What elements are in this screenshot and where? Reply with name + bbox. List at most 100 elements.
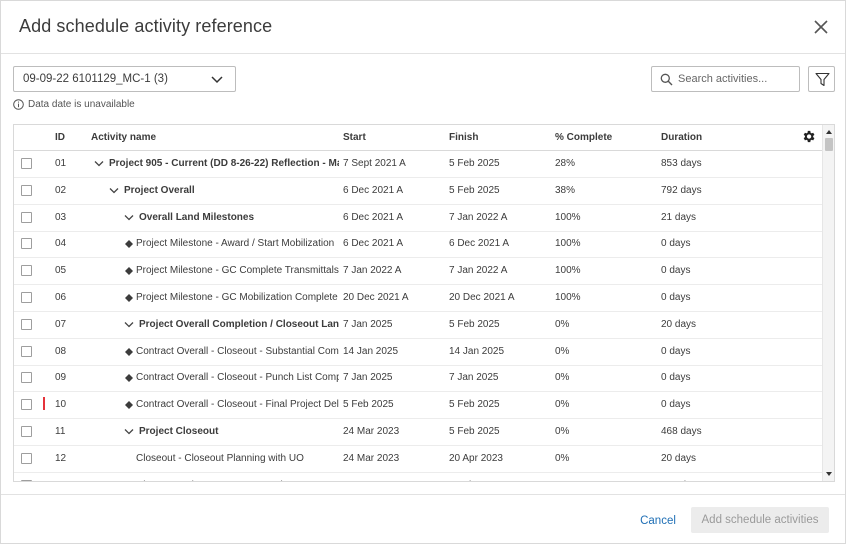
scrollbar-thumb[interactable]	[825, 138, 833, 151]
cell-percent-complete: 100%	[555, 265, 581, 277]
cell-id: 04	[55, 238, 67, 250]
table-row[interactable]: 02 Project Overall 6 Dec 2021 A 5 Feb 2025 3…	[14, 178, 822, 205]
table-row[interactable]: 10 Contract Overall - Closeout - Final Pr…	[14, 392, 822, 420]
table-row[interactable]: 03 Overall Land Milestones 6 Dec 2021 A 7 J…	[14, 205, 822, 232]
cell-percent-complete: 0%	[555, 318, 570, 330]
row-checkbox[interactable]	[21, 158, 32, 169]
info-icon	[13, 99, 24, 110]
cell-id: 10	[55, 399, 67, 411]
expand-chevron-icon[interactable]	[109, 187, 119, 195]
cell-percent-complete: 0%	[555, 480, 569, 481]
cell-id: 02	[55, 184, 67, 196]
milestone-diamond-icon	[125, 374, 133, 383]
cell-id: 11	[55, 426, 66, 437]
milestone-diamond-icon	[125, 347, 133, 356]
milestone-diamond-icon	[125, 240, 133, 249]
close-button[interactable]	[811, 17, 831, 37]
cell-duration: 0 days	[661, 345, 691, 357]
cell-percent-complete: 0%	[555, 345, 570, 357]
cell-start: 7 Jan 2022 A	[343, 265, 402, 277]
row-checkbox[interactable]	[21, 345, 32, 357]
cell-finish: 5 Feb 2025	[449, 426, 500, 437]
schedule-select-value: 09-09-22 6101129_MC-1 (3)	[23, 73, 168, 85]
cell-percent-complete: 100%	[555, 211, 581, 223]
cell-percent-complete: 0%	[555, 399, 570, 411]
dialog-header: Add schedule activity reference	[1, 1, 845, 54]
cell-finish: 6 Dec 2021 A	[449, 238, 510, 250]
expand-chevron-icon[interactable]	[124, 214, 134, 222]
cell-start: 21 Apr 2023	[343, 480, 397, 481]
cell-finish: 5 Feb 2025	[449, 318, 500, 330]
cell-percent-complete: 0%	[555, 372, 570, 384]
cell-finish: 5 Feb 2025	[449, 480, 500, 481]
cell-activity-name: Closeout - Closeout Documentation	[136, 480, 339, 481]
cell-activity-name: Contract Overall - Closeout - Final Proj…	[136, 399, 339, 411]
table-row[interactable]: 12 Closeout - Closeout Planning with UO 24…	[14, 446, 822, 473]
expand-chevron-icon[interactable]	[94, 160, 104, 168]
column-header-start[interactable]: Start	[343, 132, 366, 143]
search-icon	[660, 73, 673, 86]
cell-duration: 0 days	[661, 372, 691, 384]
table-row[interactable]: 06 Project Milestone - GC Mobilization Co…	[14, 285, 822, 312]
cancel-button[interactable]: Cancel	[633, 511, 683, 531]
cell-percent-complete: 100%	[555, 238, 581, 250]
filter-button[interactable]	[808, 66, 835, 92]
cell-activity-name: Contract Overall - Closeout - Substantia…	[136, 345, 339, 357]
row-checkbox[interactable]	[21, 265, 32, 277]
cell-finish: 5 Feb 2025	[449, 399, 500, 411]
column-header-id[interactable]: ID	[55, 132, 65, 143]
row-checkbox[interactable]	[21, 399, 32, 411]
table-row[interactable]: 09 Contract Overall - Closeout - Punch Li…	[14, 365, 822, 393]
table-scrollbar[interactable]	[822, 125, 834, 481]
table-header: ID Activity name Start Finish % Complete…	[14, 125, 822, 151]
add-schedule-activities-button: Add schedule activities	[691, 507, 829, 533]
column-header-finish[interactable]: Finish	[449, 132, 479, 143]
expand-chevron-icon[interactable]	[124, 428, 134, 436]
cell-percent-complete: 28%	[555, 158, 576, 169]
cell-id: 08	[55, 345, 67, 357]
table-row[interactable]: 04 Project Milestone - Award / Start Mobi…	[14, 231, 822, 259]
row-checkbox[interactable]	[21, 318, 32, 330]
cell-start: 7 Jan 2025	[343, 318, 393, 330]
search-input[interactable]	[678, 71, 796, 87]
row-checkbox[interactable]	[21, 184, 32, 196]
cell-duration: 468 days	[661, 426, 702, 437]
table-row[interactable]: 11 Project Closeout 24 Mar 2023 5 Feb 2025 0…	[14, 419, 822, 446]
expand-chevron-icon[interactable]	[124, 321, 134, 329]
cell-start: 6 Dec 2021 A	[343, 211, 404, 223]
table-row[interactable]: 01 Project 905 - Current (DD 8-26-22) Ref…	[14, 151, 822, 178]
search-field[interactable]	[651, 66, 800, 92]
cell-percent-complete: 0%	[555, 452, 570, 464]
row-checkbox[interactable]	[21, 372, 32, 384]
row-checkbox[interactable]	[21, 211, 32, 223]
column-header-activity-name[interactable]: Activity name	[91, 132, 157, 143]
cell-activity-name: Overall Land Milestones	[139, 211, 255, 223]
table-row[interactable]: 13 Closeout - Closeout Documentation 21 Ap…	[14, 473, 822, 481]
cell-start: 14 Jan 2025	[343, 345, 399, 357]
row-checkbox[interactable]	[21, 479, 32, 481]
row-checkbox[interactable]	[21, 238, 32, 250]
table-row[interactable]: 08 Contract Overall - Closeout - Substant…	[14, 339, 822, 366]
cell-activity-name: Project Overall	[124, 184, 195, 196]
cell-start: 24 Mar 2023	[343, 426, 400, 437]
cell-percent-complete: 0%	[555, 426, 570, 437]
table-row[interactable]: 07 Project Overall Completion / Closeout …	[14, 312, 822, 339]
dialog-title: Add schedule activity reference	[19, 16, 273, 36]
row-checkbox[interactable]	[21, 426, 32, 437]
cell-id: 12	[55, 452, 67, 464]
row-checkbox[interactable]	[21, 292, 32, 303]
schedule-select[interactable]: 09-09-22 6101129_MC-1 (3)	[13, 66, 236, 92]
cell-finish: 7 Jan 2022 A	[449, 211, 508, 223]
cell-finish: 5 Feb 2025	[449, 158, 500, 169]
cell-activity-name: Project Milestone - GC Complete Transmit…	[136, 265, 339, 277]
table-row[interactable]: 05 Project Milestone - GC Complete Transm…	[14, 258, 822, 286]
cell-start: 6 Dec 2021 A	[343, 238, 404, 250]
column-header-duration[interactable]: Duration	[661, 132, 703, 143]
cell-duration: 0 days	[661, 265, 691, 277]
row-checkbox[interactable]	[21, 452, 32, 464]
scroll-down-icon[interactable]	[826, 472, 832, 477]
column-header-percent-complete[interactable]: % Complete	[555, 132, 613, 143]
scroll-up-icon[interactable]	[826, 129, 832, 134]
gear-icon[interactable]	[801, 129, 816, 144]
